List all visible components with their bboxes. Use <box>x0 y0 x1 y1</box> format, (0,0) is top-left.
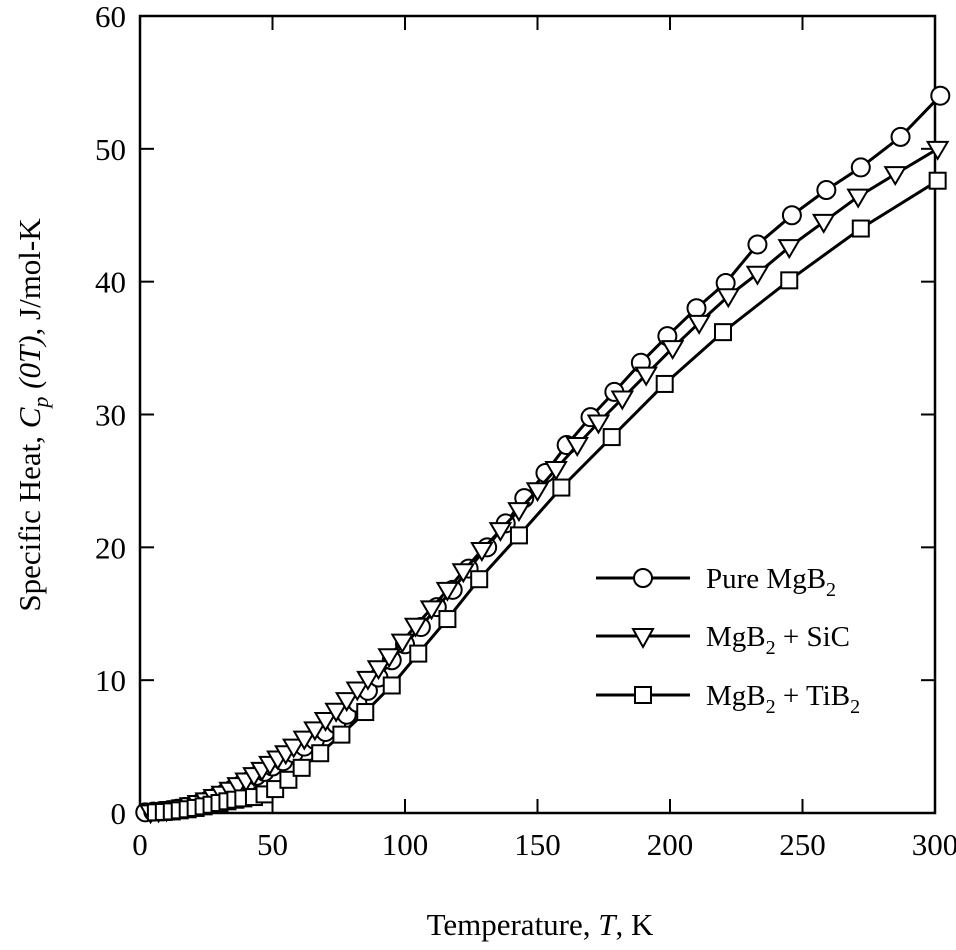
data-point <box>655 374 674 393</box>
tick-labels: 0 50 100 150 200 250 300 0 10 20 30 40 50 60 <box>95 0 956 862</box>
series-layer <box>135 85 951 825</box>
data-point <box>686 298 707 319</box>
data-point <box>716 288 741 309</box>
data-point <box>356 670 380 691</box>
data-point <box>390 633 415 654</box>
data-point <box>281 738 306 759</box>
data-point <box>451 563 476 584</box>
data-point <box>403 617 428 638</box>
data-point <box>565 437 589 458</box>
data-point <box>925 140 950 161</box>
data-point <box>930 85 951 106</box>
data-point <box>356 703 375 722</box>
y-tick-label: 30 <box>95 398 126 433</box>
data-point <box>266 780 285 799</box>
y-tick-label: 50 <box>95 132 126 167</box>
data-point <box>345 681 370 702</box>
legend-label-mgb2-tib2: MgB2 + TiB2 <box>706 680 860 718</box>
data-point <box>311 744 330 763</box>
data-point <box>602 428 621 447</box>
data-point <box>846 188 870 209</box>
x-tick-label: 250 <box>779 827 826 862</box>
legend-label-pure-mgb2: Pure MgB2 <box>706 563 836 601</box>
data-point <box>332 725 351 744</box>
series-1 <box>138 140 950 825</box>
data-point <box>781 205 802 226</box>
data-point <box>435 581 460 602</box>
data-point <box>303 721 327 742</box>
y-tick-label: 10 <box>95 663 126 698</box>
x-tick-label: 0 <box>132 827 148 862</box>
data-point <box>883 166 907 187</box>
x-tick-label: 50 <box>257 827 288 862</box>
data-point <box>409 644 428 663</box>
data-point <box>334 692 359 713</box>
data-point <box>928 171 947 190</box>
data-point <box>851 219 870 238</box>
x-tick-label: 100 <box>382 827 429 862</box>
legend-label-mgb2-sic: MgB2 + SiC <box>706 621 850 659</box>
data-point <box>438 610 457 629</box>
data-point <box>687 314 711 335</box>
y-tick-label: 0 <box>111 796 127 831</box>
data-point <box>747 234 768 255</box>
series-line <box>150 147 939 814</box>
data-point <box>324 702 348 723</box>
data-point <box>634 366 658 387</box>
data-point <box>292 758 311 777</box>
data-point <box>816 180 837 201</box>
legend: Pure MgB2 MgB2 + SiC MgB2 + TiB2 <box>596 563 860 718</box>
y-tick-label: 40 <box>95 265 126 300</box>
legend-triangle-marker <box>631 628 655 650</box>
data-point <box>850 157 871 178</box>
y-tick-label: 20 <box>95 530 126 565</box>
data-point <box>610 390 635 411</box>
data-point <box>714 323 732 342</box>
data-point <box>377 648 401 669</box>
data-point <box>777 239 801 260</box>
x-axis-label: Temperature, T, K <box>427 907 654 942</box>
legend-circle-marker <box>633 568 653 588</box>
data-point <box>313 712 338 732</box>
data-point <box>366 660 391 681</box>
data-point <box>660 340 685 361</box>
legend-square-marker <box>634 686 652 704</box>
data-point <box>525 482 550 503</box>
data-point <box>419 600 444 621</box>
data-point <box>470 570 489 589</box>
data-point <box>811 213 836 234</box>
x-tick-label: 300 <box>912 827 956 862</box>
data-point <box>890 126 911 147</box>
y-axis-label: Specific Heat, Cp (0T), J/mol-K <box>12 218 53 612</box>
data-point <box>507 502 531 523</box>
data-point <box>745 265 770 286</box>
data-point <box>586 414 611 435</box>
series-line <box>155 179 939 814</box>
data-point <box>544 460 568 481</box>
x-tick-label: 150 <box>514 827 561 862</box>
data-point <box>292 730 317 751</box>
data-point <box>470 541 494 562</box>
series-2 <box>146 171 947 822</box>
data-point <box>509 526 528 545</box>
x-tick-label: 200 <box>647 827 694 862</box>
data-point <box>780 271 799 290</box>
data-point <box>279 770 298 789</box>
y-tick-label: 60 <box>95 0 126 34</box>
data-point <box>488 522 513 543</box>
legend-item-mgb2-tib2: MgB2 + TiB2 <box>596 680 860 718</box>
axis-ticks <box>139 15 936 814</box>
data-point <box>552 478 571 497</box>
legend-item-pure-mgb2: Pure MgB2 <box>596 563 836 601</box>
data-point <box>382 676 401 695</box>
legend-item-mgb2-sic: MgB2 + SiC <box>596 621 850 659</box>
